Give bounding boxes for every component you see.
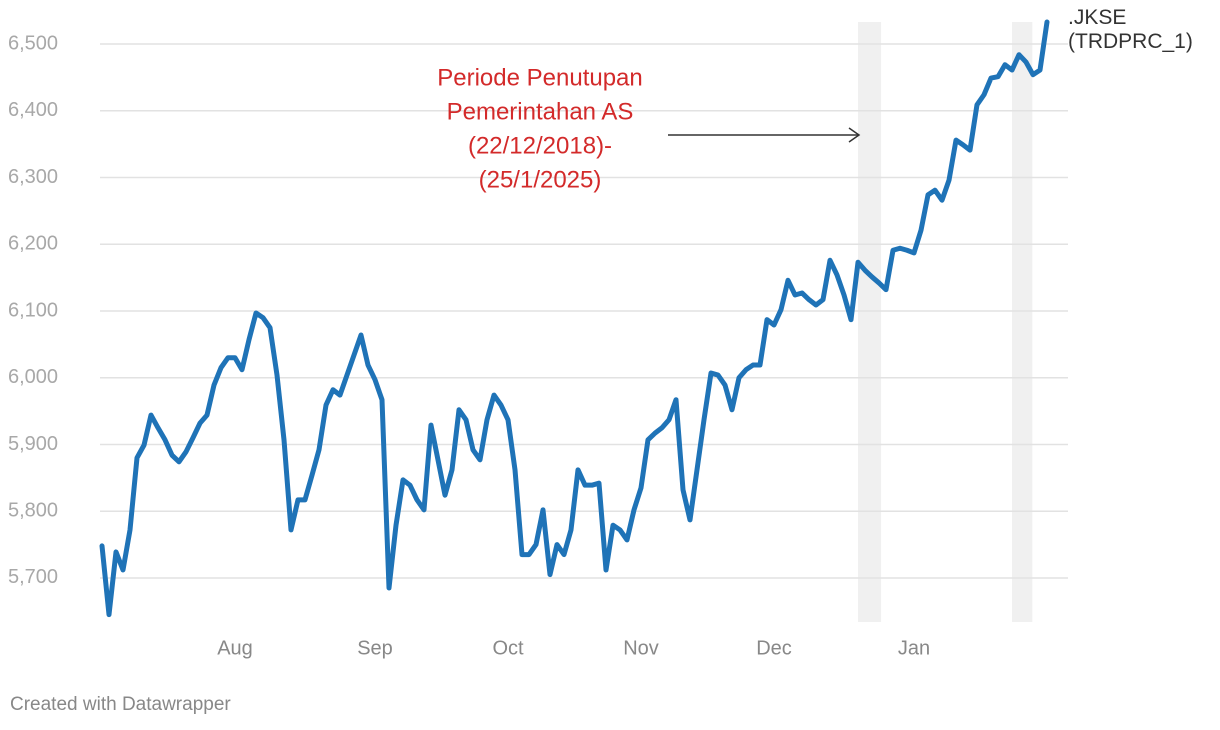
y-tick-label: 5,700 xyxy=(8,566,58,588)
annotation-text: Periode Penutupan xyxy=(437,64,643,91)
shade-layer xyxy=(858,22,1033,622)
x-tick-label: Dec xyxy=(756,637,792,659)
x-tick-label: Jan xyxy=(898,637,930,659)
annotation-arrowhead xyxy=(848,127,861,143)
footer: Created with Datawrapper xyxy=(10,694,231,715)
chart: 5,700 5,800 5,900 6,000 6,100 6,200 6,300 6,400… xyxy=(8,19,1068,659)
shaded-period xyxy=(1012,22,1033,622)
y-tick-label: 6,000 xyxy=(8,366,58,388)
series-label: .JKSE (TRDPRC_1) xyxy=(1068,6,1193,53)
y-tick-label: 6,100 xyxy=(8,299,58,321)
y-tick-label: 6,200 xyxy=(8,233,58,255)
x-tick-label: Aug xyxy=(217,637,253,659)
series-line xyxy=(99,19,1050,618)
annotation-text: Pemerintahan AS xyxy=(447,98,634,125)
shaded-period xyxy=(858,22,882,622)
y-tick-label: 6,500 xyxy=(8,32,58,54)
x-tick-label: Nov xyxy=(623,637,659,659)
annotation-text: (25/1/2025) xyxy=(479,166,602,193)
grid-layer: 5,700 5,800 5,900 6,000 6,100 6,200 6,300 6,400… xyxy=(8,32,1068,659)
y-tick-label: 5,900 xyxy=(8,433,58,455)
y-tick-label: 5,800 xyxy=(8,499,58,521)
annotation-text: (22/12/2018)- xyxy=(468,132,612,159)
plot-layer xyxy=(99,19,1050,618)
annotation-layer: Periode Penutupan Pemerintahan AS (22/12/2… xyxy=(437,64,861,193)
y-tick-label: 6,400 xyxy=(8,99,58,121)
x-tick-label: Sep xyxy=(357,637,393,659)
y-tick-label: 6,300 xyxy=(8,166,58,188)
x-tick-label: Oct xyxy=(492,637,524,659)
